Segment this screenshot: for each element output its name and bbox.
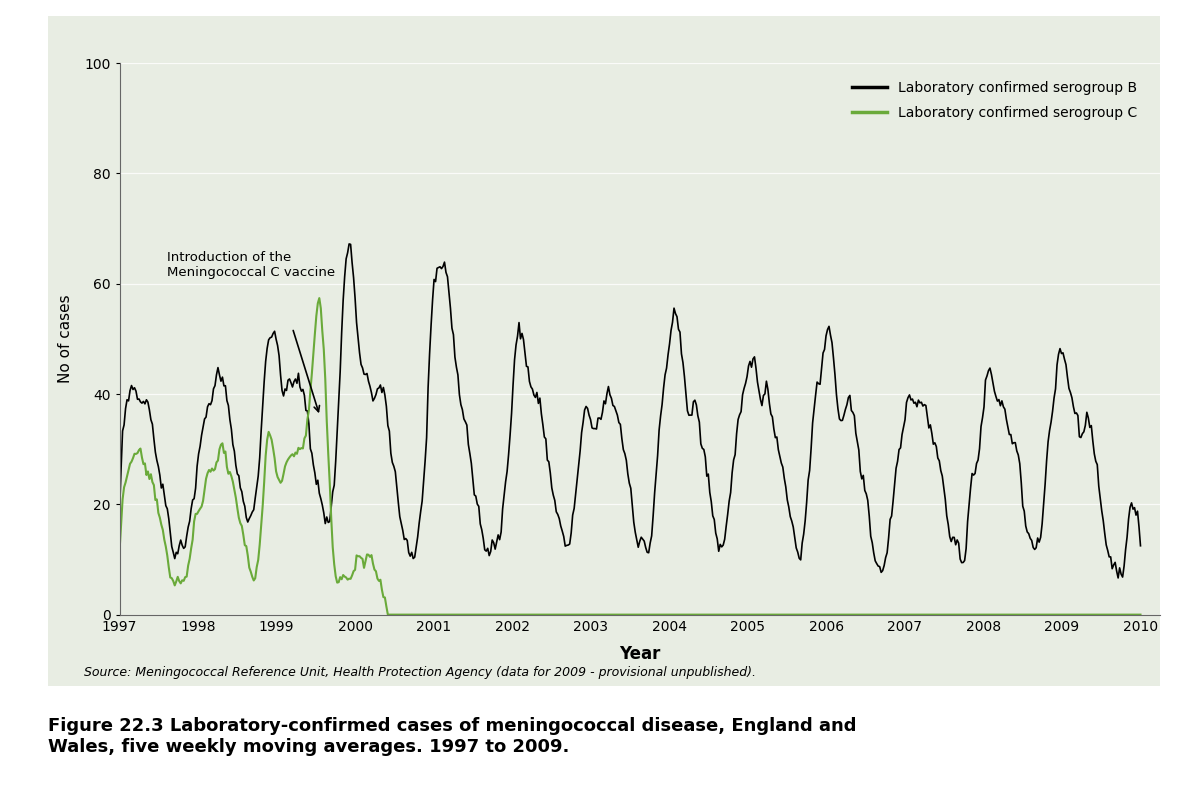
Y-axis label: No of cases: No of cases (59, 295, 73, 383)
Line: Laboratory confirmed serogroup C: Laboratory confirmed serogroup C (120, 298, 1141, 615)
Laboratory confirmed serogroup C (700, 610, 714, 619)
Laboratory confirmed serogroup B (212, 370, 226, 380)
Text: Figure 22.3 Laboratory-confirmed cases of meningococcal disease, England and
Wal: Figure 22.3 Laboratory-confirmed cases o… (48, 717, 856, 756)
Legend: Laboratory confirmed serogroup B, Laboratory confirmed serogroup C: Laboratory confirmed serogroup B, Labora… (847, 76, 1142, 126)
Laboratory confirmed serogroup C (380, 610, 395, 619)
Laboratory confirmed serogroup C (565, 610, 579, 619)
Laboratory confirmed serogroup B (1111, 573, 1125, 582)
Laboratory confirmed serogroup B (562, 539, 576, 548)
Laboratory confirmed serogroup C (779, 610, 793, 619)
Laboratory confirmed serogroup B (777, 474, 792, 483)
Text: Source: Meningococcal Reference Unit, Health Protection Agency (data for 2009 - : Source: Meningococcal Reference Unit, He… (84, 666, 756, 678)
Laboratory confirmed serogroup C (112, 545, 127, 555)
Laboratory confirmed serogroup B (342, 240, 356, 249)
Laboratory confirmed serogroup B (698, 452, 713, 462)
X-axis label: Year: Year (620, 645, 660, 663)
Laboratory confirmed serogroup B (112, 507, 127, 516)
Laboratory confirmed serogroup C (212, 444, 226, 454)
Laboratory confirmed serogroup C (938, 610, 952, 619)
Laboratory confirmed serogroup B (917, 400, 932, 409)
Line: Laboratory confirmed serogroup B: Laboratory confirmed serogroup B (120, 244, 1141, 578)
Laboratory confirmed serogroup C (919, 610, 933, 619)
Laboratory confirmed serogroup C (312, 293, 327, 303)
Laboratory confirmed serogroup C (1134, 610, 1148, 619)
Laboratory confirmed serogroup B (936, 483, 951, 492)
Laboratory confirmed serogroup B (1134, 541, 1148, 551)
Text: Introduction of the
Meningococcal C vaccine: Introduction of the Meningococcal C vacc… (166, 251, 335, 279)
